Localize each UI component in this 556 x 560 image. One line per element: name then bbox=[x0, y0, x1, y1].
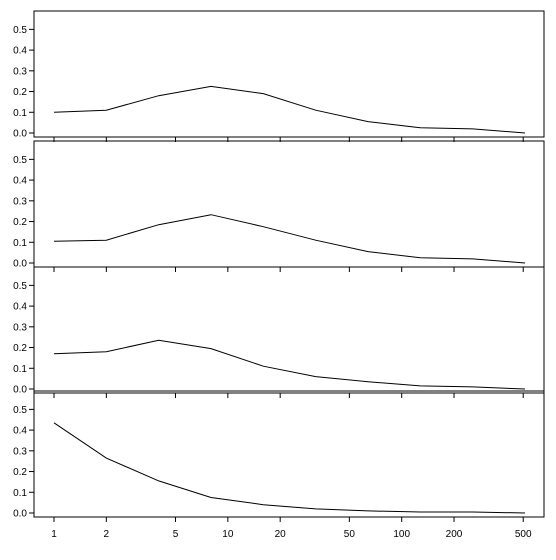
x-tick-label: 10 bbox=[222, 529, 234, 540]
panel-frame-1 bbox=[33, 10, 545, 138]
panel-frame-4 bbox=[33, 390, 545, 518]
y-tick-label-1: 0.3 bbox=[13, 66, 27, 77]
x-tick-label: 50 bbox=[344, 529, 356, 540]
y-tick-label-4: 0.4 bbox=[13, 426, 27, 437]
y-tick-label-4: 0.2 bbox=[13, 467, 27, 478]
y-tick-label-2: 0.0 bbox=[13, 259, 27, 270]
y-tick-label-1: 0.2 bbox=[13, 87, 27, 98]
y-tick-label-4: 0.3 bbox=[13, 446, 27, 457]
y-tick-label-4: 0.1 bbox=[13, 488, 27, 499]
series-line-panel-4 bbox=[53, 422, 526, 514]
panel-frame-3 bbox=[33, 266, 545, 394]
y-tick-label-3: 0.3 bbox=[13, 322, 27, 333]
y-tick-label-1: 0.4 bbox=[13, 46, 27, 57]
y-tick-label-3: 0.1 bbox=[13, 364, 27, 375]
y-tick-label-2: 0.1 bbox=[13, 238, 27, 249]
y-tick-label-3: 0.2 bbox=[13, 343, 27, 354]
y-tick-label-3: 0.0 bbox=[13, 385, 27, 396]
x-tick-label: 200 bbox=[446, 529, 463, 540]
x-tick-label: 100 bbox=[393, 529, 410, 540]
x-tick-label: 1 bbox=[51, 529, 57, 540]
x-tick-label: 500 bbox=[515, 529, 532, 540]
y-tick-label-2: 0.2 bbox=[13, 217, 27, 228]
y-tick-label-1: 0.0 bbox=[13, 129, 27, 140]
y-tick-label-2: 0.4 bbox=[13, 176, 27, 187]
y-tick-label-3: 0.5 bbox=[13, 281, 27, 292]
panel-frame-2 bbox=[33, 140, 545, 268]
y-tick-label-3: 0.4 bbox=[13, 302, 27, 313]
series-line-panel-1 bbox=[53, 85, 526, 134]
y-tick-label-1: 0.5 bbox=[13, 25, 27, 36]
x-tick-label: 5 bbox=[173, 529, 179, 540]
x-tick-label: 2 bbox=[104, 529, 110, 540]
series-line-panel-2 bbox=[53, 214, 526, 264]
y-tick-label-2: 0.5 bbox=[13, 155, 27, 166]
y-tick-label-4: 0.0 bbox=[13, 509, 27, 520]
y-tick-label-2: 0.3 bbox=[13, 196, 27, 207]
series-line-panel-3 bbox=[53, 339, 526, 390]
y-tick-label-1: 0.1 bbox=[13, 108, 27, 119]
x-tick-label: 20 bbox=[275, 529, 287, 540]
y-tick-label-4: 0.5 bbox=[13, 405, 27, 416]
